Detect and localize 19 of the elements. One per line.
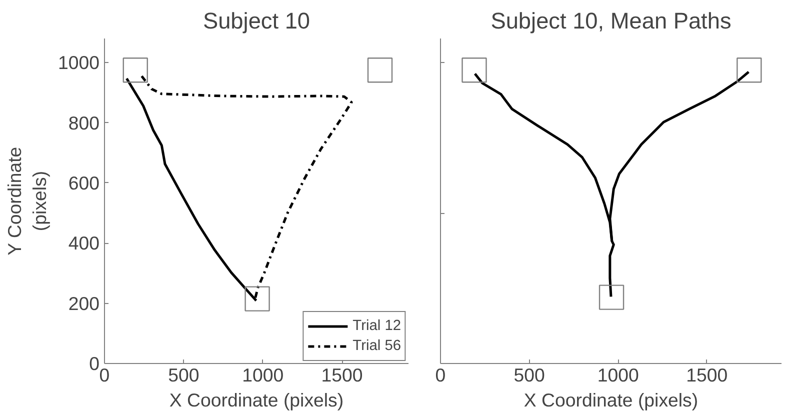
y-tick-label: 400 — [68, 232, 100, 254]
x-axis-title: X Coordinate (pixels) — [169, 390, 344, 410]
y-tick-label: 1000 — [58, 52, 100, 74]
y-tick-label: 800 — [68, 112, 100, 134]
y-tick-label: 600 — [68, 172, 100, 194]
chart-title: Subject 10 — [202, 8, 310, 34]
x-tick-label: 1000 — [597, 364, 639, 386]
x-tick-label: 1500 — [321, 364, 363, 386]
y-tick-label: 200 — [68, 292, 100, 314]
x-axis-title: X Coordinate (pixels) — [524, 390, 698, 410]
x-tick-label: 1500 — [686, 364, 728, 386]
x-tick-label: 0 — [435, 364, 446, 386]
legend-label: Trial 56 — [352, 338, 401, 354]
legend-label: Trial 12 — [352, 318, 401, 334]
x-tick-label: 500 — [168, 364, 200, 386]
x-tick-label: 500 — [514, 364, 545, 386]
y-axis-title: Y Coordinate (pixels) — [4, 146, 50, 256]
x-tick-label: 1000 — [242, 364, 284, 386]
chart-title: Subject 10, Mean Paths — [490, 8, 732, 34]
